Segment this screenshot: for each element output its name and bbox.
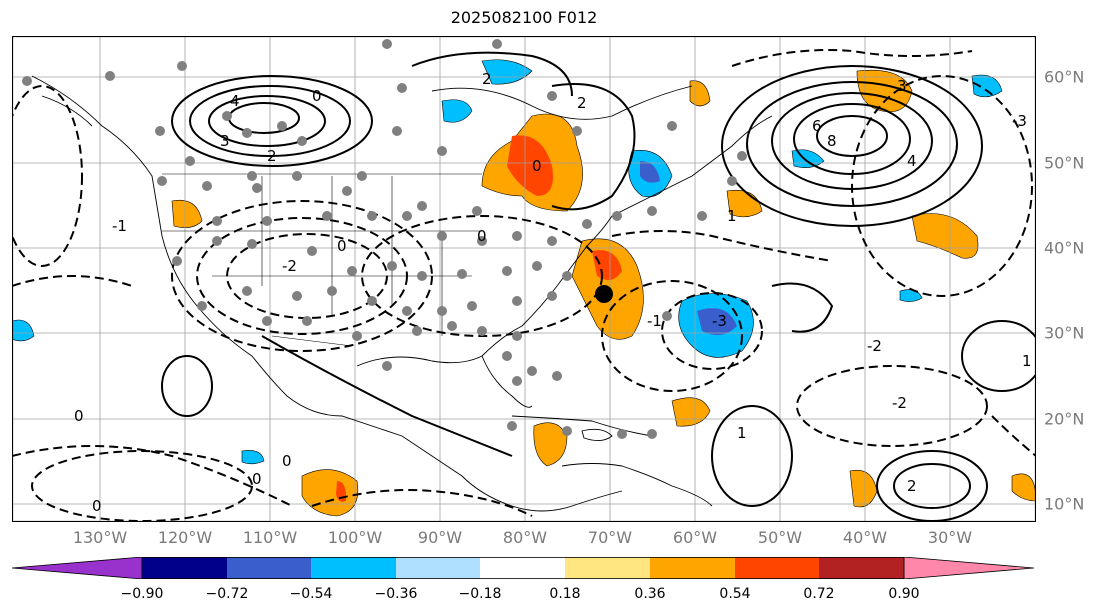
svg-text:0: 0	[312, 87, 322, 105]
svg-text:-3: -3	[712, 312, 727, 330]
lat-label-60n: 60°N	[1044, 67, 1085, 87]
lon-label-110w: 110°W	[242, 528, 298, 547]
storm-center-marker	[595, 285, 613, 303]
weather-map[interactable]: 4 3 2 0 0 -2 -1 0 0 0 6 8 3 4 -3 1 -3 -2…	[12, 36, 1036, 522]
svg-text:-3: -3	[1012, 112, 1027, 130]
svg-text:2: 2	[482, 70, 492, 88]
svg-text:1: 1	[737, 424, 747, 442]
svg-text:3: 3	[897, 77, 907, 95]
svg-text:0: 0	[74, 407, 84, 425]
lon-label-80w: 80°W	[502, 528, 548, 547]
svg-text:1: 1	[727, 207, 737, 225]
shaded-anomalies	[12, 59, 1036, 517]
colorbar-tick-10: 0.90	[888, 586, 920, 602]
lon-label-60w: 60°W	[672, 528, 718, 547]
colorbar	[12, 557, 1034, 579]
colorbar-bin-1	[142, 557, 227, 579]
lat-label-20n: 20°N	[1044, 409, 1085, 429]
lat-label-50n: 50°N	[1044, 153, 1085, 173]
svg-text:-2: -2	[867, 337, 882, 355]
graticule	[12, 36, 1036, 522]
colorbar-tick-6: 0.18	[549, 586, 581, 602]
map-title: 2025082100 F012	[450, 8, 598, 27]
svg-text:2: 2	[907, 477, 917, 495]
lat-label-40n: 40°N	[1044, 238, 1085, 258]
lon-label-70w: 70°W	[587, 528, 633, 547]
lon-label-120w: 120°W	[157, 528, 213, 547]
svg-text:8: 8	[827, 132, 837, 150]
svg-text:4: 4	[907, 152, 917, 170]
lon-label-40w: 40°W	[842, 528, 888, 547]
colorbar-extend-high	[903, 557, 1034, 579]
colorbar-tick-7: 0.36	[634, 586, 666, 602]
lon-label-130w: 130°W	[72, 528, 128, 547]
colorbar-bin-5	[480, 557, 565, 579]
colorbar-bin-2	[227, 557, 311, 579]
map-frame	[12, 36, 1036, 522]
colorbar-bin-4	[396, 557, 480, 579]
svg-text:2: 2	[577, 94, 587, 112]
svg-text:0: 0	[532, 157, 542, 175]
colorbar-tick-8: 0.54	[719, 586, 751, 602]
svg-text:6: 6	[812, 117, 822, 135]
svg-text:-1: -1	[647, 312, 662, 330]
svg-text:0: 0	[337, 237, 347, 255]
lon-label-30w: 30°W	[927, 528, 973, 547]
colorbar-bin-8	[735, 557, 819, 579]
colorbar-bin-3	[311, 557, 396, 579]
svg-text:1: 1	[1022, 352, 1032, 370]
colorbar-tick-5: −0.18	[458, 586, 502, 602]
svg-text:-2: -2	[892, 394, 907, 412]
contour-labels: 4 3 2 0 0 -2 -1 0 0 0 6 8 3 4 -3 1 -3 -2…	[74, 70, 1032, 515]
political-borders	[162, 173, 482, 347]
colorbar-tick-4: −0.36	[374, 586, 418, 602]
colorbar-tick-1: −0.90	[120, 586, 164, 602]
colorbar-bin-7	[650, 557, 735, 579]
lon-label-90w: 90°W	[417, 528, 463, 547]
colorbar-tick-3: −0.54	[289, 586, 333, 602]
svg-text:0: 0	[282, 452, 292, 470]
lat-label-30n: 30°N	[1044, 323, 1085, 343]
svg-text:0: 0	[252, 470, 262, 488]
colorbar-tick-9: 0.72	[803, 586, 835, 602]
svg-text:-2: -2	[282, 257, 297, 275]
lon-label-50w: 50°W	[757, 528, 803, 547]
lon-label-100w: 100°W	[327, 528, 383, 547]
colorbar-bin-6	[565, 557, 650, 579]
lat-label-10n: 10°N	[1044, 494, 1085, 514]
svg-text:0: 0	[477, 227, 487, 245]
svg-text:2: 2	[267, 147, 277, 165]
colorbar-extend-low	[12, 557, 143, 579]
svg-text:3: 3	[220, 132, 230, 150]
colorbar-bin-9	[819, 557, 904, 579]
station-markers	[22, 39, 747, 439]
svg-text:0: 0	[92, 497, 102, 515]
svg-text:4: 4	[230, 92, 240, 110]
negative-contours	[12, 49, 1036, 522]
colorbar-tick-2: −0.72	[205, 586, 249, 602]
svg-text:-1: -1	[112, 217, 127, 235]
